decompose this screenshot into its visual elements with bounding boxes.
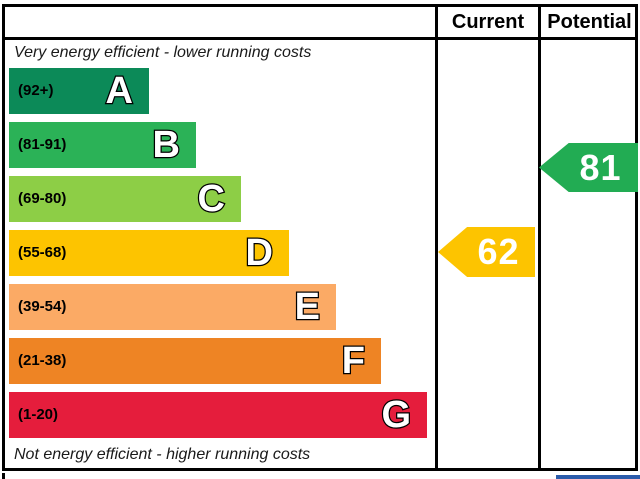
band-letter-label: E — [293, 285, 321, 330]
band-letter-label: F — [341, 339, 367, 384]
band-row-f: (21-38) F — [9, 338, 381, 384]
band-row-d: (55-68) D — [9, 230, 289, 276]
column-divider-current — [435, 4, 438, 471]
column-header-potential: Potential — [547, 10, 632, 33]
band-row-c: (69-80) C — [9, 176, 241, 222]
band-range-label: (21-38) — [18, 352, 67, 369]
potential-rating-value: 81 — [579, 146, 622, 188]
column-divider-potential — [538, 4, 541, 471]
band-letter-label: C — [196, 177, 226, 222]
band-range-label: (81-91) — [18, 136, 67, 153]
band-row-g: (1-20) G — [9, 392, 427, 438]
bottom-left-border-stub — [2, 473, 5, 479]
table-frame — [2, 4, 638, 471]
band-letter-label: D — [244, 231, 274, 276]
band-range-label: (69-80) — [18, 190, 67, 207]
band-row-b: (81-91) B — [9, 122, 196, 168]
band-range-label: (55-68) — [18, 244, 67, 261]
band-row-a: (92+) A — [9, 68, 149, 114]
band-row-e: (39-54) E — [9, 284, 336, 330]
current-rating-value: 62 — [477, 231, 520, 272]
band-range-label: (92+) — [18, 82, 54, 99]
potential-rating-arrow: 81 — [539, 143, 638, 192]
band-range-label: (39-54) — [18, 298, 67, 315]
column-header-current: Current — [451, 10, 525, 33]
band-letter-label: G — [380, 393, 412, 438]
header-separator — [2, 37, 638, 40]
bottom-blue-bar — [556, 475, 640, 479]
top-caption: Very energy efficient - lower running co… — [14, 44, 312, 61]
band-letter-label: B — [151, 123, 181, 168]
band-range-label: (1-20) — [18, 406, 59, 423]
band-letter-label: A — [104, 69, 134, 114]
bottom-caption: Not energy efficient - higher running co… — [14, 446, 311, 463]
